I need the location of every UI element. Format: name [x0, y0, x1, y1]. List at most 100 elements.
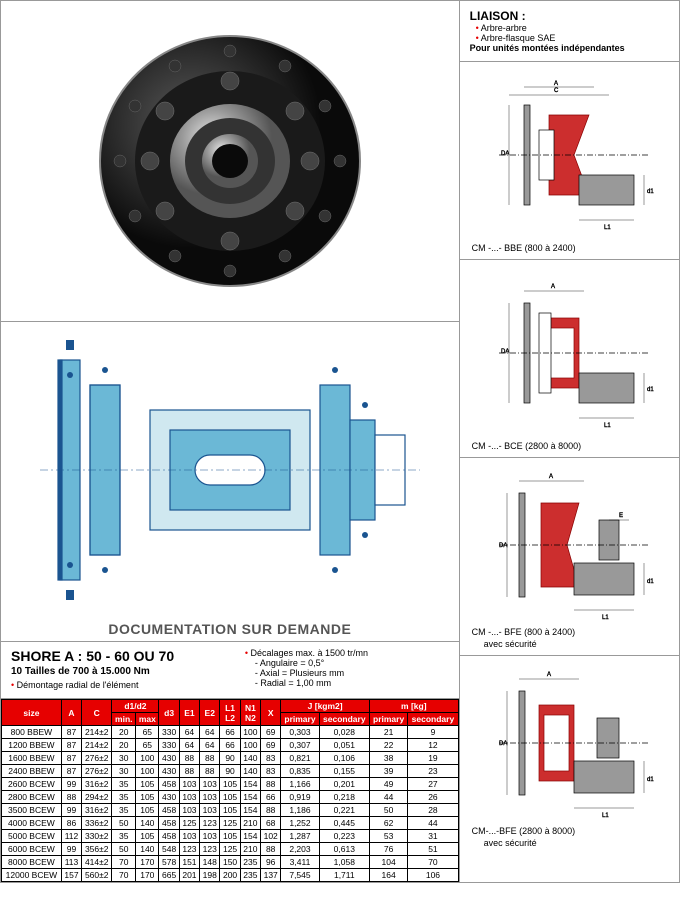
table-cell: 458: [159, 830, 179, 843]
table-cell: 35: [112, 791, 136, 804]
table-cell: 458: [159, 817, 179, 830]
table-cell: 103: [179, 791, 199, 804]
liaison-title: LIAISON :: [470, 9, 669, 23]
th-J: J [kgm2]: [281, 700, 370, 713]
table-cell: 1,711: [319, 869, 369, 882]
table-cell: 1,166: [281, 778, 319, 791]
spec-table: size A C d1/d2 d3 E1 E2 L1 L2 N1 N2 X J …: [1, 699, 459, 882]
table-cell: 88: [200, 752, 220, 765]
table-cell: 1200 BBEW: [2, 739, 62, 752]
coupling-image: [90, 21, 370, 301]
table-cell: 102: [261, 830, 281, 843]
table-cell: 140: [240, 752, 260, 765]
table-row: 800 BBEW87214±22065330646466100690,3030,…: [2, 726, 459, 739]
svg-text:A: A: [551, 284, 555, 290]
table-row: 1200 BBEW87214±22065330646466100690,3070…: [2, 739, 459, 752]
table-cell: 35: [112, 830, 136, 843]
shore-title: SHORE A : 50 - 60 OU 70: [11, 648, 215, 664]
table-cell: 0,223: [319, 830, 369, 843]
table-cell: 88: [261, 804, 281, 817]
table-cell: 64: [179, 739, 199, 752]
table-cell: 198: [200, 869, 220, 882]
table-cell: 214±2: [82, 726, 112, 739]
table-cell: 157: [61, 869, 81, 882]
table-cell: 0,218: [319, 791, 369, 804]
table-cell: 330±2: [82, 830, 112, 843]
mini-2: A DA d1 L1 CM -...- BCE (2800 à 8000): [460, 260, 679, 458]
table-cell: 12000 BCEW: [2, 869, 62, 882]
mini-1: C A d1 DA L1 CM -...- BBE (800 à 2400): [460, 62, 679, 260]
th-X: X: [261, 700, 281, 726]
product-photo: [1, 1, 459, 321]
table-cell: 35: [112, 804, 136, 817]
table-row: 6000 BCEW99356±250140548123123125210882,…: [2, 843, 459, 856]
table-cell: 1,287: [281, 830, 319, 843]
table-cell: 62: [369, 817, 407, 830]
table-cell: 99: [61, 804, 81, 817]
table-cell: 140: [240, 765, 260, 778]
table-cell: 125: [220, 817, 240, 830]
table-cell: 69: [261, 726, 281, 739]
table-cell: 88: [200, 765, 220, 778]
table-cell: 1600 BBEW: [2, 752, 62, 765]
table-cell: 44: [408, 817, 458, 830]
table-cell: 548: [159, 843, 179, 856]
table-cell: 69: [261, 739, 281, 752]
table-cell: 140: [136, 817, 159, 830]
table-cell: 105: [220, 778, 240, 791]
table-cell: 64: [179, 726, 199, 739]
table-body: 800 BBEW87214±22065330646466100690,3030,…: [2, 726, 459, 882]
table-cell: 86: [61, 817, 81, 830]
table-cell: 154: [240, 778, 260, 791]
table-cell: 66: [220, 739, 240, 752]
table-cell: 83: [261, 765, 281, 778]
table-cell: 88: [61, 791, 81, 804]
table-cell: 430: [159, 752, 179, 765]
table-cell: 96: [261, 856, 281, 869]
table-cell: 22: [369, 739, 407, 752]
table-cell: 104: [369, 856, 407, 869]
table-cell: 578: [159, 856, 179, 869]
mini-label-1: CM -...- BBE (800 à 2400): [466, 243, 673, 253]
table-cell: 88: [179, 765, 199, 778]
table-cell: 39: [369, 765, 407, 778]
table-cell: 105: [220, 791, 240, 804]
table-cell: 28: [408, 804, 458, 817]
th-L: L1 L2: [220, 700, 240, 726]
table-cell: 3,411: [281, 856, 319, 869]
table-cell: 30: [112, 752, 136, 765]
table-cell: 12: [408, 739, 458, 752]
table-cell: 76: [369, 843, 407, 856]
table-cell: 356±2: [82, 843, 112, 856]
table-cell: 103: [200, 778, 220, 791]
table-cell: 170: [136, 869, 159, 882]
table-row: 8000 BCEW113414±270170578151148150235963…: [2, 856, 459, 869]
cross-section-svg: [20, 330, 440, 610]
table-row: 5000 BCEW112330±235105458103103105154102…: [2, 830, 459, 843]
mini-3: A E DA d1 L1 CM -...- BFE (800 à 2400) a…: [460, 458, 679, 656]
th-ms: secondary: [408, 713, 458, 726]
table-cell: 66: [220, 726, 240, 739]
mini-4: A DA d1 L1 CM-...-BFE (2800 à 8000) avec…: [460, 656, 679, 854]
table-cell: 90: [220, 765, 240, 778]
table-cell: 9: [408, 726, 458, 739]
table-cell: 88: [261, 778, 281, 791]
table-cell: 2600 BCEW: [2, 778, 62, 791]
mini-sub-4: avec sécurité: [466, 838, 673, 848]
table-cell: 200: [220, 869, 240, 882]
liaison-item: Arbre-flasque SAE: [476, 33, 669, 43]
right-column: LIAISON : Arbre-arbre Arbre-flasque SAE …: [460, 1, 679, 882]
table-cell: 105: [136, 804, 159, 817]
svg-text:E: E: [619, 513, 623, 519]
table-cell: 87: [61, 739, 81, 752]
table-cell: 0,028: [319, 726, 369, 739]
table-cell: 68: [261, 817, 281, 830]
th-E1: E1: [179, 700, 199, 726]
th-max: max: [136, 713, 159, 726]
table-row: 3500 BCEW99316±235105458103103105154881,…: [2, 804, 459, 817]
shore-sub: 10 Tailles de 700 à 15.000 Nm: [11, 666, 215, 677]
table-cell: 0,835: [281, 765, 319, 778]
table-cell: 23: [408, 765, 458, 778]
table-cell: 100: [240, 739, 260, 752]
mini-svg-4: A DA d1 L1: [479, 663, 659, 823]
